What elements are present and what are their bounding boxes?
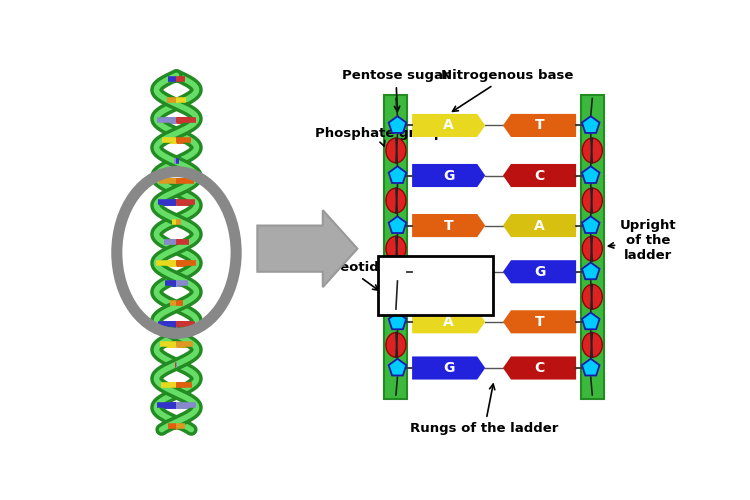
Polygon shape (412, 356, 485, 380)
Ellipse shape (582, 284, 602, 309)
Polygon shape (412, 164, 485, 187)
Polygon shape (388, 116, 406, 133)
Text: C: C (535, 168, 544, 182)
Polygon shape (503, 310, 576, 334)
FancyBboxPatch shape (378, 256, 493, 316)
Polygon shape (388, 312, 406, 330)
Ellipse shape (386, 236, 406, 261)
Polygon shape (388, 166, 406, 183)
Polygon shape (412, 310, 485, 334)
Ellipse shape (386, 138, 406, 163)
Ellipse shape (582, 236, 602, 261)
Polygon shape (582, 262, 599, 279)
Polygon shape (582, 359, 599, 376)
Polygon shape (412, 260, 485, 283)
Polygon shape (388, 262, 406, 279)
Polygon shape (388, 216, 406, 233)
Text: Rungs of the ladder: Rungs of the ladder (410, 384, 559, 435)
Text: A: A (534, 218, 545, 232)
Text: Pentose sugar: Pentose sugar (342, 69, 450, 112)
Text: C: C (535, 361, 544, 375)
Text: G: G (443, 361, 454, 375)
Polygon shape (503, 356, 576, 380)
Ellipse shape (386, 188, 406, 213)
Text: Phosphate group: Phosphate group (315, 126, 443, 146)
Polygon shape (388, 262, 406, 279)
Ellipse shape (386, 284, 406, 309)
Ellipse shape (386, 332, 406, 357)
Ellipse shape (386, 284, 406, 309)
Polygon shape (388, 359, 406, 376)
Text: Upright
of the
ladder: Upright of the ladder (608, 220, 676, 262)
Polygon shape (503, 164, 576, 187)
Polygon shape (503, 214, 576, 237)
Text: C: C (443, 265, 454, 279)
Text: Nitrogenous base: Nitrogenous base (442, 69, 574, 112)
Text: T: T (444, 218, 454, 232)
Text: T: T (535, 118, 544, 132)
Polygon shape (503, 114, 576, 137)
Ellipse shape (582, 332, 602, 357)
FancyBboxPatch shape (384, 94, 407, 399)
Polygon shape (503, 260, 576, 283)
Polygon shape (412, 260, 485, 283)
Text: G: G (443, 168, 454, 182)
Polygon shape (257, 210, 358, 287)
Polygon shape (582, 312, 599, 330)
Text: A: A (443, 315, 454, 329)
Text: A: A (443, 118, 454, 132)
Polygon shape (582, 166, 599, 183)
Polygon shape (412, 214, 485, 237)
Ellipse shape (582, 188, 602, 213)
Ellipse shape (582, 138, 602, 163)
Text: Nucleotide: Nucleotide (308, 262, 388, 290)
Polygon shape (582, 116, 599, 133)
Polygon shape (412, 114, 485, 137)
Polygon shape (582, 216, 599, 233)
Text: T: T (535, 315, 544, 329)
FancyBboxPatch shape (580, 94, 604, 399)
Text: G: G (534, 265, 545, 279)
Text: C: C (443, 265, 454, 279)
